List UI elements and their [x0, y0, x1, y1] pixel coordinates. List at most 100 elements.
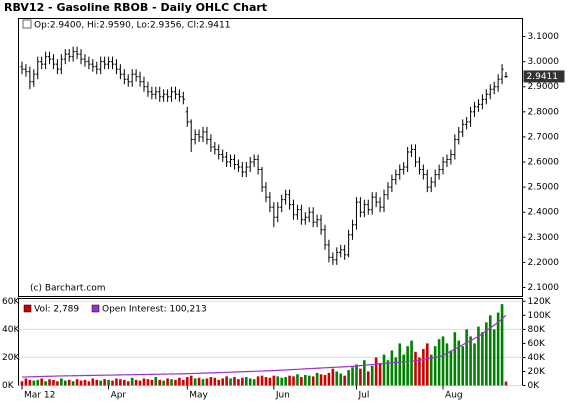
volume-bar: [209, 377, 213, 386]
volume-bar: [429, 354, 433, 386]
volume-bar: [288, 375, 291, 386]
y2-tick-label: 40K: [528, 353, 546, 363]
volume-bar: [426, 343, 429, 386]
volume-bar: [488, 315, 492, 386]
volume-bar: [473, 343, 476, 386]
y-tick-label: 2.7000: [528, 132, 560, 142]
volume-bar: [138, 380, 142, 386]
legend-label: Open Interest: 100,213: [102, 305, 207, 315]
y2-tick-label: 0K: [528, 381, 541, 391]
volume-bar: [260, 375, 264, 386]
volume-bar: [193, 378, 197, 386]
volume-bar: [386, 360, 390, 386]
y-tick-label: 2.2000: [528, 258, 560, 268]
x-tick-label: Jun: [275, 391, 290, 401]
y-tick-label: 0K: [2, 381, 15, 391]
volume-bar: [158, 379, 162, 386]
volume-bar: [307, 375, 311, 386]
volume-bar: [24, 378, 28, 386]
x-tick-label: Jul: [357, 391, 369, 401]
watermark: (c) Barchart.com: [30, 284, 106, 294]
volume-bar: [48, 379, 51, 386]
volume-bar: [276, 376, 280, 386]
x-tick-label: Aug: [445, 391, 463, 401]
volume-bar: [162, 380, 165, 386]
y2-tick-label: 120K: [528, 297, 552, 307]
volume-bar: [178, 377, 181, 386]
volume-bar: [315, 372, 319, 386]
volume-bar: [481, 332, 484, 386]
volume-bar: [174, 379, 177, 386]
volume-bar: [504, 381, 508, 386]
chart-title: RBV12 - Gasoline RBOB - Daily OHLC Chart: [4, 1, 267, 14]
volume-bar: [449, 350, 453, 386]
volume-bar: [229, 378, 232, 386]
volume-bar: [398, 343, 402, 386]
volume-bar: [410, 340, 413, 386]
volume-bar: [166, 378, 169, 386]
volume-bar: [52, 379, 55, 386]
volume-bar: [241, 377, 244, 386]
last-price-label: 2.9411: [527, 72, 559, 82]
volume-bar: [44, 381, 47, 386]
volume-bar: [390, 350, 394, 386]
y2-tick-label: 100K: [528, 311, 552, 321]
volume-bar: [28, 379, 32, 386]
volume-bar: [382, 354, 386, 386]
volume-bar: [134, 379, 138, 386]
volume-bar: [485, 322, 488, 386]
volume-bar: [496, 312, 500, 386]
y2-tick-label: 20K: [528, 367, 546, 377]
y-tick-label: 20K: [2, 353, 20, 363]
x-tick-label: May: [189, 391, 208, 401]
y-tick-label: 2.9000: [528, 82, 560, 92]
volume-bar: [477, 326, 480, 386]
volume-bar: [111, 380, 114, 386]
volume-bar: [264, 377, 268, 386]
legend-swatch: [23, 304, 32, 313]
volume-bar: [189, 375, 193, 386]
y-tick-label: 40K: [2, 325, 20, 335]
y-tick-label: 3.1000: [528, 32, 560, 42]
volume-bar: [233, 377, 236, 386]
volume-bar: [99, 380, 102, 386]
volume-bar: [327, 372, 331, 386]
volume-bar: [272, 375, 276, 386]
volume-bar: [170, 379, 173, 386]
volume-bar: [154, 377, 158, 386]
volume-bar: [225, 376, 228, 386]
volume-bar: [284, 377, 287, 386]
volume-bar: [347, 370, 350, 386]
volume-bar: [280, 377, 284, 386]
volume-bar: [465, 329, 468, 386]
info-text: Op:2.9400, Hi:2.9590, Lo:2.9356, Cl:2.94…: [34, 21, 230, 31]
volume-bar: [268, 377, 272, 386]
volume-bar: [103, 379, 106, 386]
volume-bar: [60, 378, 63, 386]
volume-bar: [453, 332, 457, 386]
volume-bar: [197, 377, 201, 386]
volume-bar: [142, 378, 146, 386]
volume-bar: [56, 381, 59, 386]
volume-bar: [492, 329, 496, 386]
volume-bar: [185, 377, 189, 386]
volume-bar: [237, 379, 240, 386]
volume-bar: [304, 374, 307, 386]
volume-bar: [500, 304, 504, 386]
volume-bar: [441, 336, 445, 386]
y-tick-label: 3.0000: [528, 57, 560, 67]
volume-bar: [146, 379, 150, 386]
volume-bar: [205, 378, 209, 386]
volume-bar: [433, 346, 437, 386]
volume-bar: [402, 354, 405, 386]
volume-bar: [130, 377, 134, 386]
volume-bar: [32, 380, 36, 386]
volume-bar: [445, 343, 449, 386]
volume-bar: [75, 379, 79, 386]
volume-bar: [95, 379, 99, 386]
volume-bar: [252, 379, 256, 386]
y-tick-label: 2.4000: [528, 208, 560, 218]
y-tick-label: 2.6000: [528, 158, 560, 168]
volume-bar: [461, 346, 465, 386]
